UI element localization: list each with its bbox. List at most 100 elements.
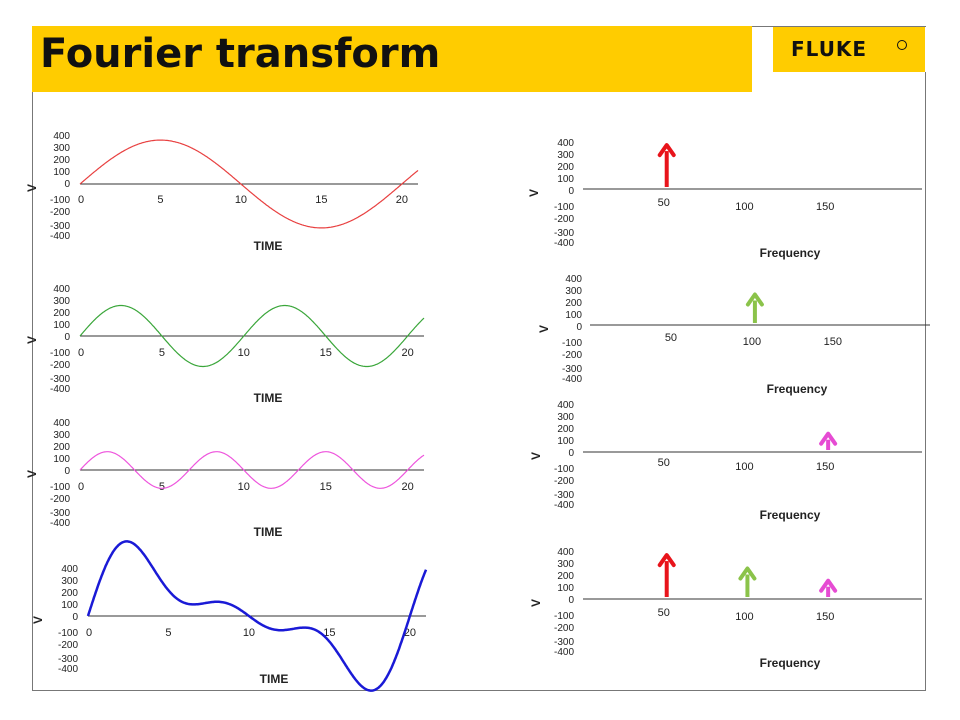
freq-ytick-0-2: 200 [557,162,574,173]
freq-ytick-2-2: 200 [557,424,574,435]
freq-ytick-2-7: -300 [554,490,574,501]
freq-xtick-3-2: 150 [816,611,834,623]
freq-ytick-2-4: 0 [568,448,574,459]
time-xtick-1-2: 10 [238,347,250,359]
time-xtick-1-3: 15 [320,347,332,359]
freq-xtick-0-2: 150 [816,201,834,213]
waveform-line-3 [86,540,428,692]
frame-bottom-border [32,690,926,691]
frame-right-border [925,72,926,691]
time-ytick-0-2: 200 [53,155,70,166]
time-ytick-0-5: -100 [50,195,70,206]
time-xtick-2-1: 5 [159,481,165,493]
time-xtick-3-3: 15 [323,627,335,639]
time-xtick-3-1: 5 [165,627,171,639]
time-ytick-1-6: -200 [50,360,70,371]
freq-xtick-2-2: 150 [816,461,834,473]
freq-ytick-3-5: -100 [554,611,574,622]
time-xtick-1-0: 0 [78,347,84,359]
freq-ylabel-0: V [527,189,541,197]
waveform-line-0 [79,139,419,229]
freq-ytick-3-0: 400 [557,547,574,558]
freq-xtick-2-0: 50 [658,457,670,469]
freq-xtick-1-0: 50 [665,332,677,344]
freq-ytick-0-4: 0 [568,186,574,197]
time-ytick-0-1: 300 [53,143,70,154]
time-xtick-3-2: 10 [243,627,255,639]
freq-ytick-1-4: 0 [576,322,582,333]
freq-xtick-0-1: 100 [735,201,753,213]
freq-ytick-3-1: 300 [557,559,574,570]
freq-xlabel-1: Frequency [767,382,828,396]
freq-ytick-0-7: -300 [554,228,574,239]
time-xtick-1-4: 20 [401,347,413,359]
time-xlabel-1: TIME [254,391,283,405]
freq-ytick-1-5: -100 [562,338,582,349]
freq-xtick-0-0: 50 [658,197,670,209]
time-ytick-2-8: -400 [50,518,70,529]
title-bar [32,26,752,92]
freq-ytick-2-1: 300 [557,412,574,423]
time-ytick-0-7: -300 [50,221,70,232]
time-ytick-2-7: -300 [50,508,70,519]
time-ytick-2-2: 200 [53,442,70,453]
time-ytick-3-4: 0 [72,612,78,623]
time-ytick-0-4: 0 [64,179,70,190]
time-ytick-3-2: 200 [61,588,78,599]
time-ytick-2-0: 400 [53,418,70,429]
time-ytick-3-0: 400 [61,564,78,575]
freq-xtick-3-0: 50 [658,607,670,619]
time-ytick-1-8: -400 [50,384,70,395]
time-xlabel-0: TIME [254,239,283,253]
freq-ylabel-3: V [529,599,543,607]
time-xtick-0-0: 0 [78,194,84,206]
freq-ytick-3-4: 0 [568,595,574,606]
freq-ytick-1-8: -400 [562,374,582,385]
time-ytick-2-5: -100 [50,482,70,493]
registered-mark-icon [897,40,907,50]
time-ytick-1-1: 300 [53,296,70,307]
freq-xlabel-2: Frequency [760,508,821,522]
spectrum-arrowhead-3-1 [738,566,757,581]
time-xtick-2-3: 15 [320,481,332,493]
freq-ytick-0-0: 400 [557,138,574,149]
time-xtick-0-4: 20 [396,194,408,206]
spectrum-arrowhead-3-0 [657,553,676,568]
page-title: Fourier transform [40,31,441,77]
freq-ytick-3-2: 200 [557,571,574,582]
time-ytick-1-5: -100 [50,348,70,359]
freq-xlabel-3: Frequency [760,656,821,670]
time-ytick-0-0: 400 [53,131,70,142]
time-ytick-3-8: -400 [58,664,78,675]
time-ytick-3-1: 300 [61,576,78,587]
freq-ytick-0-6: -200 [554,214,574,225]
freq-ytick-1-7: -300 [562,364,582,375]
freq-xtick-1-2: 150 [824,336,842,348]
freq-ytick-1-6: -200 [562,350,582,361]
freq-ytick-1-0: 400 [565,274,582,285]
freq-ytick-0-3: 100 [557,174,574,185]
time-ytick-1-7: -300 [50,374,70,385]
freq-ytick-0-8: -400 [554,238,574,249]
time-ytick-0-6: -200 [50,207,70,218]
time-ylabel-1: V [25,336,39,344]
time-xtick-2-4: 20 [401,481,413,493]
freq-ytick-1-1: 300 [565,286,582,297]
frame-top-border [752,26,926,27]
time-xtick-1-1: 5 [159,347,165,359]
freq-ytick-3-8: -400 [554,647,574,658]
time-ytick-2-1: 300 [53,430,70,441]
freq-ytick-2-8: -400 [554,500,574,511]
time-ytick-2-3: 100 [53,454,70,465]
time-ytick-2-6: -200 [50,494,70,505]
freq-xtick-2-1: 100 [735,461,753,473]
time-ytick-3-6: -200 [58,640,78,651]
freq-ytick-2-5: -100 [554,464,574,475]
time-xtick-0-2: 10 [235,194,247,206]
time-xlabel-2: TIME [254,525,283,539]
freq-ytick-0-1: 300 [557,150,574,161]
time-ylabel-2: V [25,470,39,478]
freq-ytick-3-3: 100 [557,583,574,594]
spectrum-arrowhead-1-0 [745,292,764,307]
